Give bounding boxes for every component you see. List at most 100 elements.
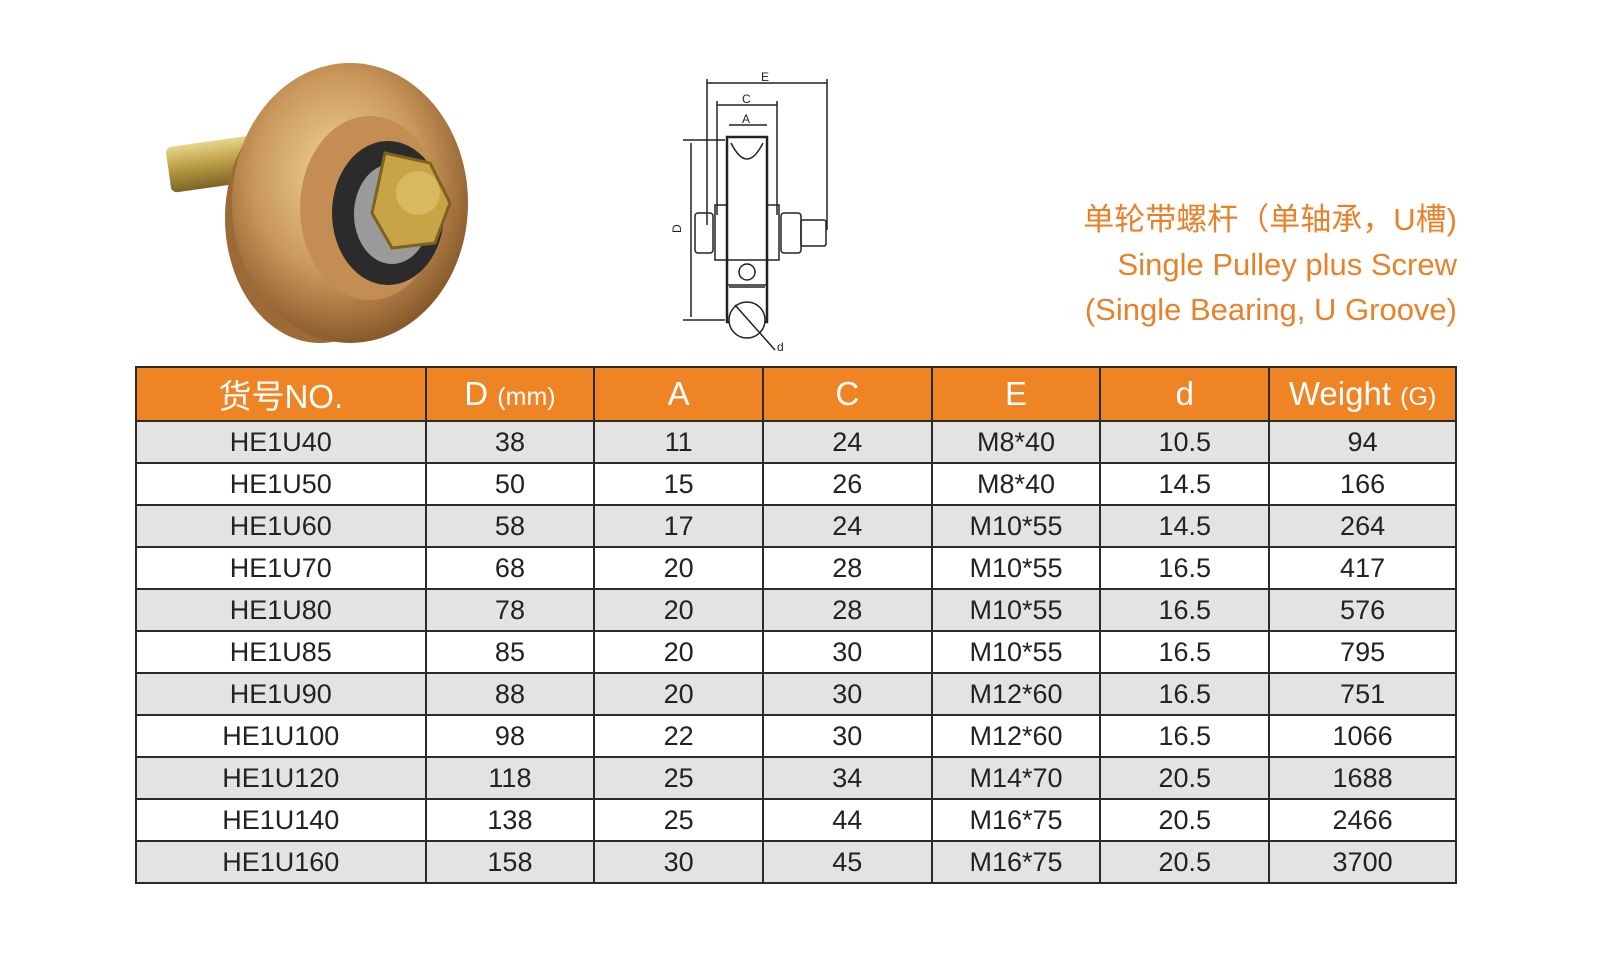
table-cell: M10*55 <box>930 588 1102 632</box>
label-d: d <box>777 340 784 354</box>
title-line2: (Single Bearing, U Groove) <box>1084 292 1457 327</box>
table-cell: 14.5 <box>1099 504 1271 548</box>
table-row: HE1U160 158 30 45 M16*75 20.5 3700 <box>135 840 1457 884</box>
table-cell: 24 <box>761 504 933 548</box>
table-cell: 3700 <box>1268 840 1457 884</box>
table-cell: HE1U90 <box>135 672 427 716</box>
table-cell: 30 <box>761 630 933 674</box>
table-cell: 1688 <box>1268 756 1457 800</box>
table-cell: 20.5 <box>1099 840 1271 884</box>
header-label: Weight <box>1288 375 1391 412</box>
table-cell: 44 <box>761 798 933 842</box>
table-row: HE1U100 98 22 30 M12*60 16.5 1066 <box>135 714 1457 758</box>
table-row: HE1U120 118 25 34 M14*70 20.5 1688 <box>135 756 1457 800</box>
header-label: d <box>1175 375 1194 412</box>
table-cell: M10*55 <box>930 504 1102 548</box>
table-cell: HE1U85 <box>135 630 427 674</box>
table-cell: HE1U160 <box>135 840 427 884</box>
table-cell: 16.5 <box>1099 588 1271 632</box>
column-header: Weight (G) <box>1268 366 1457 422</box>
column-header: d <box>1099 366 1271 422</box>
table-cell: 16.5 <box>1099 546 1271 590</box>
table-row: HE1U50 50 15 26 M8*40 14.5 166 <box>135 462 1457 506</box>
table-cell: 20.5 <box>1099 756 1271 800</box>
table-cell: M10*55 <box>930 546 1102 590</box>
table-cell: 14.5 <box>1099 462 1271 506</box>
header-label: A <box>667 375 690 412</box>
table-cell: 98 <box>424 714 596 758</box>
table-cell: HE1U50 <box>135 462 427 506</box>
header-unit: (G) <box>1400 383 1437 411</box>
table-cell: HE1U70 <box>135 546 427 590</box>
table-cell: M14*70 <box>930 756 1102 800</box>
table-cell: 20 <box>593 588 764 632</box>
table-cell: 22 <box>593 714 764 758</box>
table-cell: M8*40 <box>930 462 1102 506</box>
table-row: HE1U90 88 20 30 M12*60 16.5 751 <box>135 672 1457 716</box>
table-cell: 158 <box>424 840 596 884</box>
column-header: C <box>761 366 933 422</box>
table-cell: 38 <box>424 420 596 464</box>
table-cell: HE1U60 <box>135 504 427 548</box>
table-cell: HE1U40 <box>135 420 427 464</box>
header-label: D <box>464 375 489 412</box>
table-cell: HE1U80 <box>135 588 427 632</box>
table-row: HE1U70 68 20 28 M10*55 16.5 417 <box>135 546 1457 590</box>
table-cell: 68 <box>424 546 596 590</box>
table-row: HE1U40 38 11 24 M8*40 10.5 94 <box>135 420 1457 464</box>
table-cell: 166 <box>1268 462 1457 506</box>
column-header: E <box>930 366 1102 422</box>
table-cell: M10*55 <box>930 630 1102 674</box>
table-cell: 20.5 <box>1099 798 1271 842</box>
header-unit: (mm) <box>497 383 556 411</box>
table-cell: M12*60 <box>930 672 1102 716</box>
table-cell: 264 <box>1268 504 1457 548</box>
table-cell: 17 <box>593 504 764 548</box>
table-cell: 576 <box>1268 588 1457 632</box>
table-cell: 16.5 <box>1099 630 1271 674</box>
column-header: D (mm) <box>424 366 596 422</box>
table-cell: 26 <box>761 462 933 506</box>
table-cell: 34 <box>761 756 933 800</box>
label-A: A <box>742 112 750 126</box>
table-row: HE1U85 85 20 30 M10*55 16.5 795 <box>135 630 1457 674</box>
table-cell: 2466 <box>1268 798 1457 842</box>
table-cell: M16*75 <box>930 840 1102 884</box>
table-cell: M8*40 <box>930 420 1102 464</box>
table-cell: 30 <box>761 672 933 716</box>
header-label: E <box>1005 375 1028 412</box>
title-line1: Single Pulley plus Screw <box>1117 247 1457 282</box>
table-cell: 45 <box>761 840 933 884</box>
table-cell: 78 <box>424 588 596 632</box>
table-cell: 94 <box>1268 420 1457 464</box>
label-D: D <box>670 224 684 233</box>
table-cell: 30 <box>593 840 764 884</box>
table-row: HE1U140 138 25 44 M16*75 20.5 2466 <box>135 798 1457 842</box>
table-cell: M16*75 <box>930 798 1102 842</box>
table-cell: 28 <box>761 588 933 632</box>
table-cell: 28 <box>761 546 933 590</box>
table-cell: 30 <box>761 714 933 758</box>
table-cell: 795 <box>1268 630 1457 674</box>
table-cell: 1066 <box>1268 714 1457 758</box>
table-cell: 50 <box>424 462 596 506</box>
table-cell: 20 <box>593 672 764 716</box>
table-cell: 85 <box>424 630 596 674</box>
table-cell: 20 <box>593 630 764 674</box>
table-cell: 20 <box>593 546 764 590</box>
pulley-dimension-diagram: E C A D d <box>670 70 828 354</box>
header-label: C <box>835 375 860 412</box>
label-C: C <box>742 92 751 106</box>
table-cell: 24 <box>761 420 933 464</box>
header-label: 货号NO. <box>218 378 344 415</box>
table-cell: HE1U140 <box>135 798 427 842</box>
table-cell: M12*60 <box>930 714 1102 758</box>
column-header: 货号NO. <box>135 366 427 422</box>
pulley-product-photo <box>166 63 468 343</box>
table-cell: 138 <box>424 798 596 842</box>
table-cell: 11 <box>593 420 764 464</box>
column-header: A <box>593 366 764 422</box>
table-cell: 417 <box>1268 546 1457 590</box>
